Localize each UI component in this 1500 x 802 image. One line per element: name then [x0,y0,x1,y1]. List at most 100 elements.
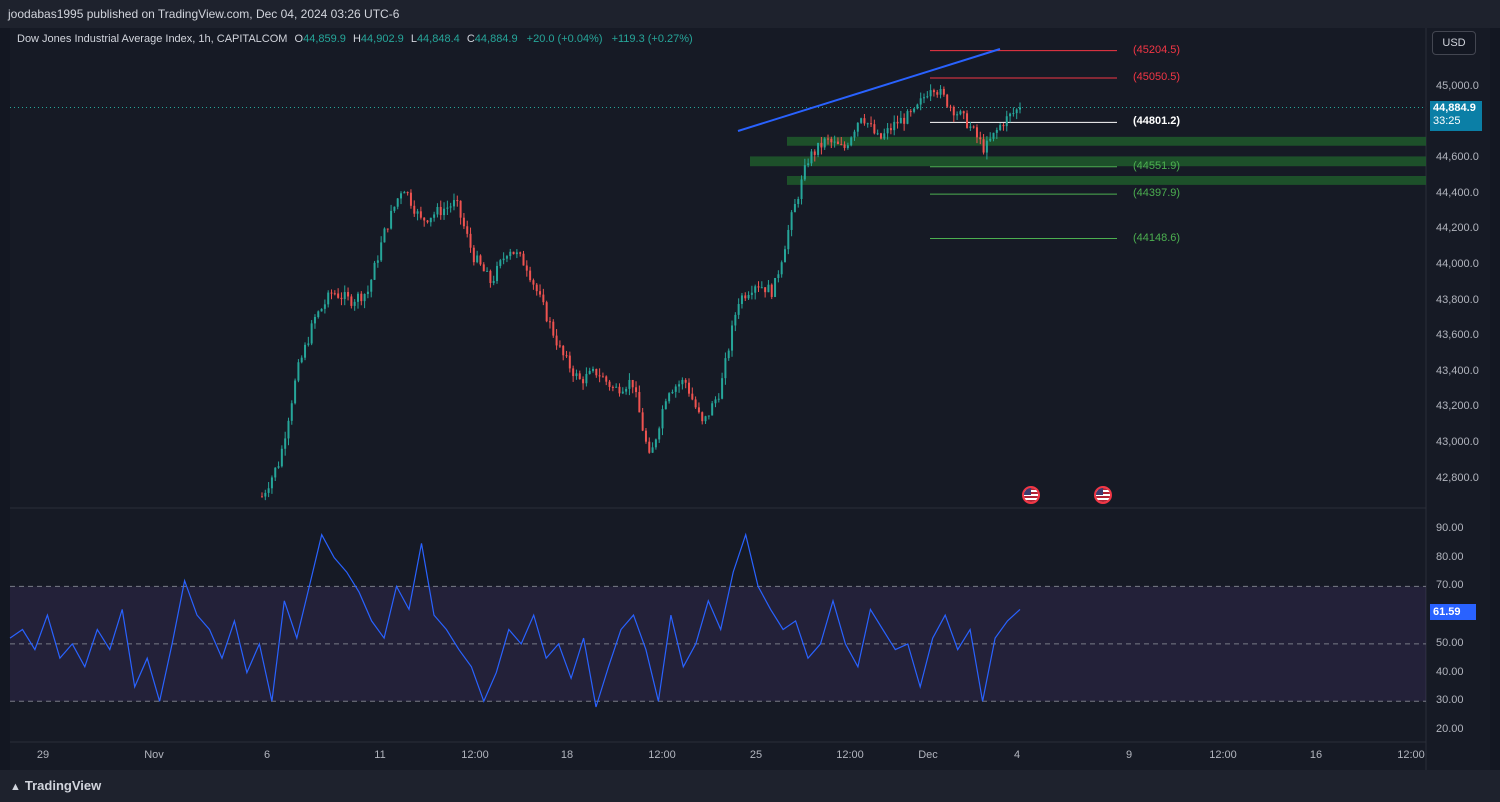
candle-body [777,274,780,279]
price-tick-label: 43,200.0 [1436,400,1479,413]
time-tick-label: Dec [918,749,938,761]
candle-body [671,391,674,394]
candle-body [962,111,965,114]
rsi-tick-label: 20.00 [1436,723,1464,735]
candle-body [356,293,359,302]
candle-body [307,343,310,345]
candle-body [426,220,429,223]
rsi-tick-label: 40.00 [1436,665,1464,678]
candle-body [290,403,293,421]
candle-body [668,393,671,402]
candle-body [443,208,446,216]
candle-body [621,391,624,394]
price-tick-label: 44,200.0 [1436,222,1479,235]
candle-body [320,308,323,312]
candle-body [717,398,720,400]
time-tick-label: 11 [374,749,386,761]
candle-body [535,284,538,292]
candle-body [512,251,515,255]
candle-body [866,123,869,125]
candle-body [843,144,846,148]
candle-body [337,293,340,298]
currency-button[interactable]: USD [1432,31,1476,55]
candle-body [734,314,737,326]
candle-body [406,192,409,194]
candle-body [601,376,604,378]
candle-body [323,304,326,309]
candle-body [280,448,283,467]
price-tick-label: 42,800.0 [1436,471,1479,484]
open-label: O [294,33,304,45]
candle-body [525,265,528,271]
candle-body [277,466,280,468]
candle-body [681,379,684,385]
open-value: 44,859.9 [303,33,346,45]
candle-body [813,151,816,155]
candle-body [466,226,469,234]
candle-body [499,260,502,266]
candle-body [836,141,839,145]
candle-body [300,357,303,363]
candle-body [661,409,664,429]
candle-body [274,467,277,478]
candle-body [783,249,786,263]
candle-body [737,304,740,315]
candle-body [333,293,336,295]
candle-body [750,292,753,295]
candle-body [479,255,482,265]
candle-body [476,255,479,263]
candle-body [893,121,896,131]
rsi-line [9,532,1021,708]
candle-body [651,447,654,453]
time-tick-label: 18 [560,749,574,761]
candle-body [486,270,489,272]
candle-body [764,287,767,293]
us-flag-event-icon[interactable] [1022,486,1040,504]
candle-body [452,200,455,207]
candle-body [615,386,618,388]
time-tick-label: 6 [263,749,271,761]
candle-body [913,108,916,112]
candle-body [1012,113,1015,115]
candle-body [330,292,333,294]
candle-body [707,415,710,417]
candle-body [436,206,439,215]
trendline [737,48,1001,132]
candle-body [823,138,826,148]
us-flag-event-icon[interactable] [1094,486,1112,504]
candle-body [1009,113,1012,117]
footer-bar [0,770,1500,802]
candle-body [611,386,614,388]
bar-countdown: 33:25 [1433,115,1461,127]
candle-body [585,373,588,384]
candle-body [575,373,578,377]
candle-body [416,211,419,214]
candle-body [926,96,929,98]
candle-body [310,323,313,344]
candle-body [767,284,770,293]
candle-body [833,141,836,143]
candle-body [449,206,452,208]
candle-body [492,280,495,284]
level-label: (45204.5) [1133,43,1181,56]
publish-header: joodabas1995 published on TradingView.co… [0,0,1500,28]
price-tick-label: 45,000.0 [1436,80,1479,92]
high-value: 44,902.9 [360,33,404,45]
candle-body [347,292,350,297]
rsi-tick-label: 80.00 [1436,550,1464,563]
candle-body [807,163,810,166]
candle-body [1019,107,1021,110]
candle-body [396,198,399,207]
candle-body [287,420,290,439]
level-label: (44397.9) [1133,187,1181,200]
candle-body [873,124,876,134]
candle-body [697,407,700,413]
candle-body [952,107,955,116]
candle-body [353,301,356,306]
symbol-title[interactable]: Dow Jones Industrial Average Index, 1h, … [17,33,288,45]
candle-body [820,142,823,148]
candle-body [800,179,803,199]
chart-area[interactable] [10,28,1490,770]
candle-body [757,286,760,288]
